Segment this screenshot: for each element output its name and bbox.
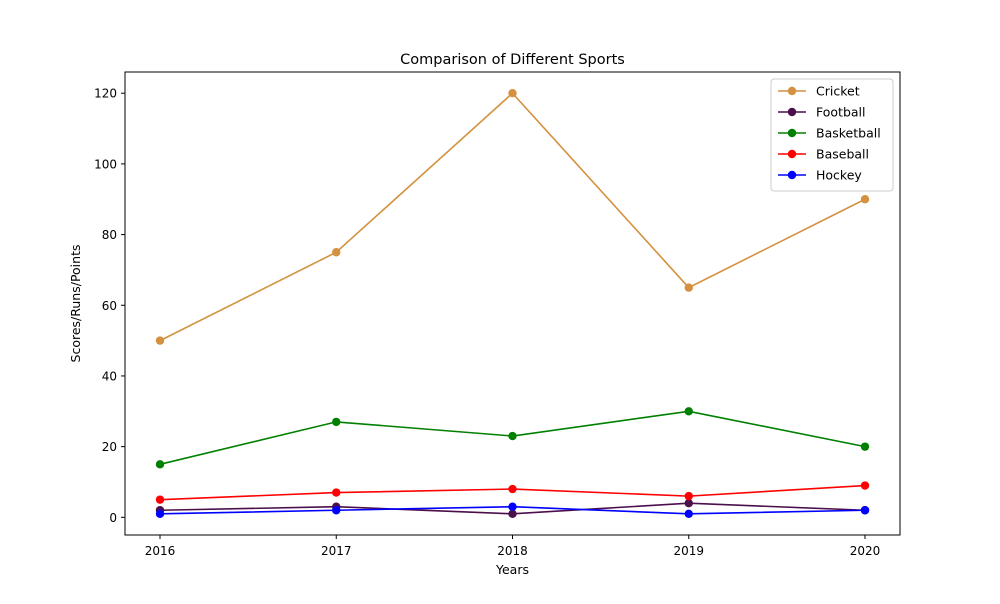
chart-title: Comparison of Different Sports xyxy=(400,52,625,68)
y-axis-label: Scores/Runs/Points xyxy=(68,245,83,363)
data-point-football xyxy=(508,509,517,518)
series-basketball xyxy=(155,407,870,469)
data-point-hockey xyxy=(684,509,693,518)
series-baseball xyxy=(155,481,870,504)
data-point-hockey xyxy=(860,506,870,515)
y-tick-label: 60 xyxy=(102,299,117,313)
data-point-baseball xyxy=(508,484,517,494)
y-tick-label: 80 xyxy=(102,228,117,242)
data-point-hockey xyxy=(155,509,165,518)
y-tick-label: 100 xyxy=(94,157,117,171)
legend-marker xyxy=(787,86,797,96)
x-tick-label: 2020 xyxy=(850,544,881,558)
legend-label: Cricket xyxy=(816,84,860,99)
data-point-basketball xyxy=(155,460,165,469)
data-point-hockey xyxy=(508,502,517,511)
data-point-cricket xyxy=(332,248,341,257)
data-point-basketball xyxy=(684,407,693,416)
x-tick-label: 2016 xyxy=(145,544,176,558)
legend-item-hockey: Hockey xyxy=(778,168,862,183)
legend-item-baseball: Baseball xyxy=(778,147,869,162)
x-tick-label: 2017 xyxy=(321,544,352,558)
data-point-cricket xyxy=(508,89,517,98)
data-point-cricket xyxy=(684,283,693,292)
series-layer xyxy=(155,89,870,518)
data-point-cricket xyxy=(155,336,165,345)
legend-label: Baseball xyxy=(816,147,869,162)
data-point-baseball xyxy=(155,495,165,504)
y-tick-label: 120 xyxy=(94,87,117,101)
legend-marker xyxy=(787,107,797,117)
legend-item-cricket: Cricket xyxy=(778,84,860,99)
x-tick-label: 2018 xyxy=(497,544,528,558)
legend-box xyxy=(770,78,894,192)
legend-item-football: Football xyxy=(778,105,865,120)
data-point-basketball xyxy=(508,431,517,441)
y-tick-label: 40 xyxy=(102,369,117,383)
data-point-basketball xyxy=(860,442,870,451)
data-point-basketball xyxy=(332,417,341,427)
data-point-football xyxy=(684,498,693,508)
legend-marker xyxy=(787,170,797,180)
data-point-baseball xyxy=(332,488,341,497)
x-axis-label: Years xyxy=(495,562,529,577)
data-point-baseball xyxy=(860,481,870,490)
legend-label: Football xyxy=(816,105,865,120)
x-tick-label: 2019 xyxy=(673,544,704,558)
legend-label: Basketball xyxy=(816,126,881,141)
legend-item-basketball: Basketball xyxy=(778,126,881,141)
y-tick-label: 0 xyxy=(109,511,117,525)
series-line-cricket xyxy=(159,92,866,342)
legend-marker xyxy=(787,128,797,138)
series-hockey xyxy=(155,502,870,518)
legend-marker xyxy=(787,149,797,159)
legend: Cricket Football Basketball Baseball Hockey xyxy=(770,78,894,192)
data-point-baseball xyxy=(684,491,693,501)
y-tick-label: 20 xyxy=(102,440,117,454)
legend-label: Hockey xyxy=(816,168,862,183)
series-cricket xyxy=(155,89,870,345)
axes: 2016 2017 2018 2019 2020 0 20 40 60 80 100 120 xyxy=(94,71,901,558)
data-point-hockey xyxy=(332,506,341,515)
data-point-cricket xyxy=(860,195,870,204)
